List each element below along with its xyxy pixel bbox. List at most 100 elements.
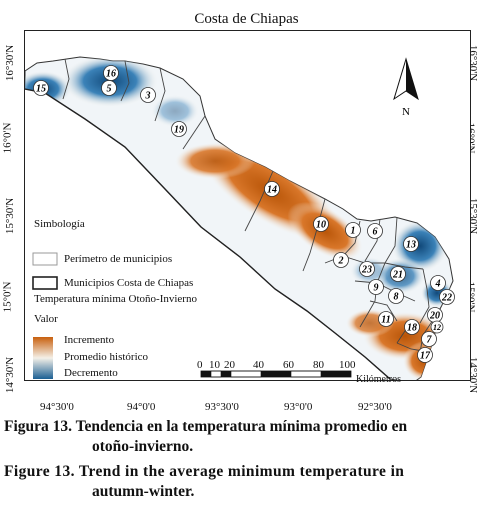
municipality-boundary [342, 255, 424, 270]
municipality-marker-21: 21 [390, 266, 406, 282]
svg-text:5: 5 [107, 84, 112, 95]
svg-text:8: 8 [394, 292, 399, 303]
municipality-marker-8: 8 [388, 288, 404, 304]
caption-english-line2: autumn-winter. [92, 483, 195, 500]
svg-text:12: 12 [433, 323, 441, 332]
svg-text:3: 3 [145, 91, 151, 102]
municipality-boundary [419, 268, 430, 324]
scale-tick-label: 60 [283, 359, 294, 371]
municipality-marker-15: 15 [33, 80, 49, 96]
municipality-boundary [62, 58, 70, 100]
scale-tick-label: 100 [339, 359, 356, 371]
municipality-boundary [302, 198, 326, 272]
municipality-marker-9: 9 [368, 279, 384, 295]
municipality-marker-1: 1 [345, 222, 361, 238]
svg-text:23: 23 [361, 265, 372, 276]
north-arrow-icon: N [393, 57, 419, 118]
lat-label-left: 15°30'N [4, 197, 17, 235]
scale-tick-label: 80 [313, 359, 324, 371]
lon-label-bottom: 93°0'0 [284, 401, 313, 413]
lon-label-bottom: 94°30'0 [40, 401, 74, 413]
lat-label-left: 14°30'N [4, 356, 17, 394]
lon-label-bottom: 92°30'0 [358, 401, 392, 413]
svg-text:16: 16 [106, 69, 116, 80]
legend-title: Simbología [34, 218, 85, 230]
svg-text:14: 14 [267, 185, 277, 196]
svg-text:18: 18 [407, 323, 417, 334]
municipality-boundary [369, 300, 398, 322]
municipality-marker-6: 6 [367, 223, 383, 239]
coastal-outline [25, 88, 391, 380]
map-canvas: 15 16 5 3 19 14 10 1 6 13 2 23 21 4 22 9… [25, 56, 455, 380]
municipality-marker-17: 17 [417, 347, 433, 363]
legend-color-ramp [33, 337, 53, 379]
scale-bar [200, 370, 352, 378]
scale-unit-label: Kilómetros [356, 374, 401, 385]
legend-value-label: Valor [34, 313, 58, 325]
legend-decrease-label: Decremento [64, 367, 118, 379]
caption-spanish-line2: otoño-invierno. [92, 438, 194, 455]
legend-coast-label: Municipios Costa de Chiapas [64, 277, 194, 289]
svg-text:19: 19 [174, 125, 184, 136]
legend-increase-label: Incremento [64, 334, 115, 346]
lat-label-left: 15°0'N [1, 281, 14, 313]
municipality-boundary [182, 115, 206, 150]
municipality-boundary [154, 67, 166, 122]
coastal-municipality-outlines [25, 88, 391, 380]
municipality-markers: 15 16 5 3 19 14 10 1 6 13 2 23 21 4 22 9… [33, 65, 455, 363]
svg-text:17: 17 [420, 351, 431, 362]
svg-text:2: 2 [338, 256, 344, 267]
municipality-marker-19: 19 [171, 121, 187, 137]
caption-english-line1: Figure 13. Trend in the average minimum … [4, 463, 405, 480]
municipality-marker-20: 20 [427, 307, 443, 323]
municipality-marker-3: 3 [140, 87, 156, 103]
map-title: Costa de Chiapas [194, 11, 299, 27]
svg-text:21: 21 [392, 270, 403, 281]
municipality-marker-11: 11 [378, 311, 394, 327]
legend-historical-label: Promedio histórico [64, 351, 149, 363]
svg-text:20: 20 [429, 311, 440, 322]
scale-tick-label: 40 [253, 359, 264, 371]
legend-perimeter-swatch [32, 252, 58, 266]
scale-tick-label: 10 [209, 359, 220, 371]
municipality-marker-10: 10 [313, 216, 329, 232]
municipality-marker-5: 5 [101, 80, 117, 96]
map-frame: 15 16 5 3 19 14 10 1 6 13 2 23 21 4 22 9… [24, 30, 471, 381]
municipality-marker-14: 14 [264, 181, 280, 197]
municipality-boundary [354, 280, 416, 302]
scale-tick-label: 0 [197, 359, 203, 371]
legend-perimeter-label: Perímetro de municipios [64, 253, 173, 265]
lon-label-bottom: 93°30'0 [205, 401, 239, 413]
svg-text:11: 11 [381, 315, 390, 326]
svg-text:6: 6 [373, 227, 378, 238]
lat-label-left: 16°30'N [4, 44, 17, 82]
svg-text:22: 22 [441, 293, 452, 304]
municipality-marker-13: 13 [403, 236, 419, 252]
scale-tick-label: 20 [224, 359, 235, 371]
municipality-boundary [376, 216, 398, 284]
caption-spanish-line1: Figura 13. Tendencia en la temperatura m… [4, 418, 408, 435]
municipality-marker-22: 22 [439, 289, 455, 305]
lon-label-bottom: 94°0'0 [127, 401, 156, 413]
legend-layer-title: Temperatura mínima Otoño-Invierno [34, 293, 197, 305]
municipality-marker-23: 23 [359, 261, 375, 277]
legend-coast-swatch [32, 276, 58, 290]
svg-text:4: 4 [435, 279, 441, 290]
municipality-marker-4: 4 [430, 275, 446, 291]
svg-text:1: 1 [351, 226, 356, 237]
svg-text:9: 9 [374, 283, 379, 294]
svg-text:15: 15 [36, 84, 46, 95]
municipality-boundary [244, 170, 274, 232]
municipality-marker-12: 12 [430, 320, 444, 334]
svg-text:10: 10 [316, 220, 326, 231]
svg-text:7: 7 [427, 335, 433, 346]
lat-label-left: 16°0'N [1, 122, 14, 154]
north-label: N [402, 106, 410, 118]
municipality-marker-18: 18 [404, 319, 420, 335]
municipality-marker-16: 16 [103, 65, 119, 81]
svg-text:13: 13 [406, 240, 416, 251]
municipality-marker-2: 2 [333, 252, 349, 268]
municipality-marker-7: 7 [421, 331, 437, 347]
legend-symbols [32, 252, 58, 379]
municipality-boundary [120, 60, 130, 102]
